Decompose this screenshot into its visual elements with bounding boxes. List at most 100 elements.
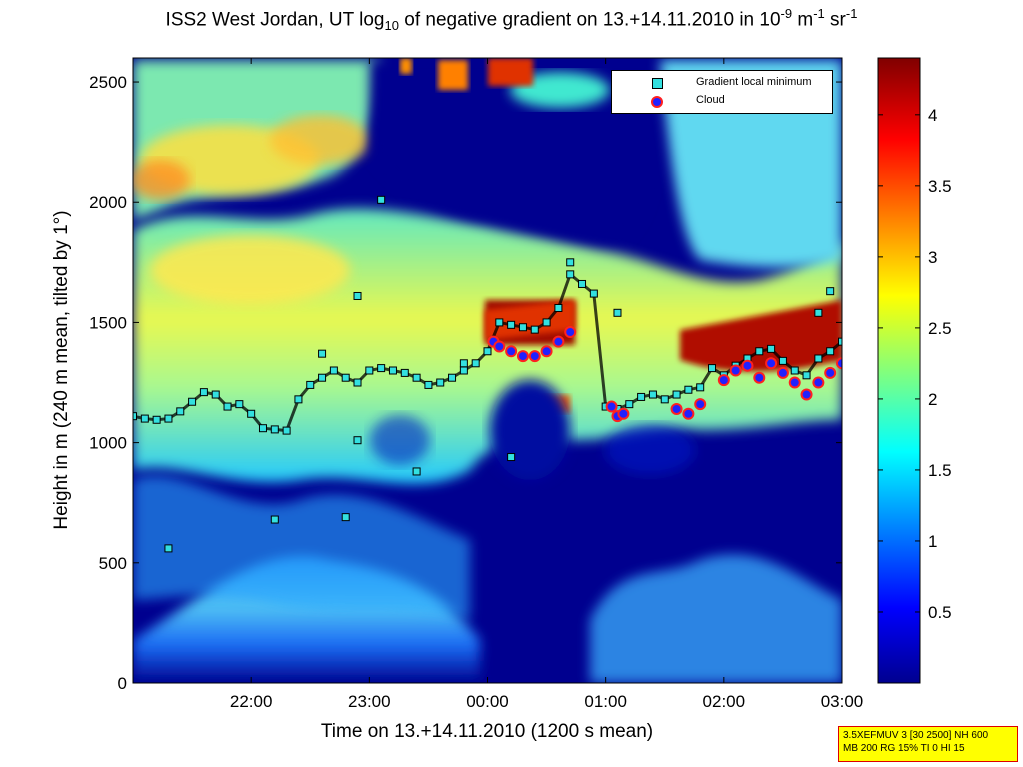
cloud-point — [729, 364, 742, 377]
colorbar-tick-label: 2.5 — [928, 319, 952, 338]
gradient-minimum-point — [648, 390, 657, 399]
gradient-minimum-point — [518, 323, 527, 332]
y-tick-label: 1500 — [89, 313, 127, 332]
gradient-minimum-point — [164, 544, 173, 553]
gradient-minimum-point — [436, 378, 445, 387]
cloud-point — [617, 407, 630, 420]
heatmap — [133, 58, 842, 683]
gradient-minimum-point — [341, 513, 350, 522]
cloud-point — [493, 340, 506, 353]
x-tick-label: 01:00 — [584, 692, 627, 711]
gradient-minimum-point — [306, 380, 315, 389]
y-tick-label: 500 — [99, 554, 127, 573]
legend-label-cloud: Cloud — [696, 94, 725, 106]
legend-label-gradient: Gradient local minimum — [696, 76, 812, 88]
gradient-minimum-point — [341, 373, 350, 382]
gradient-minimum-point — [199, 388, 208, 397]
cloud-point — [800, 388, 813, 401]
gradient-minimum-point — [140, 414, 149, 423]
colorbar-tick-label: 3 — [928, 248, 937, 267]
y-axis-label: Height in m (240 m mean, tilted by 1°) — [51, 210, 72, 529]
gradient-minimum-point — [377, 195, 386, 204]
cloud-point — [776, 366, 789, 379]
colorbar-tick-label: 1 — [928, 532, 937, 551]
gradient-minimum-point — [223, 402, 232, 411]
cloud-point — [753, 371, 766, 384]
gradient-minimum-point — [684, 385, 693, 394]
gradient-minimum-point — [826, 347, 835, 356]
gradient-minimum-point — [790, 366, 799, 375]
gradient-minimum-point — [767, 344, 776, 353]
gradient-minimum-point — [471, 359, 480, 368]
colorbar-tick-label: 0.5 — [928, 603, 952, 622]
cloud-point — [670, 402, 683, 415]
legend-item-cloud: Cloud — [612, 92, 832, 110]
x-tick-label: 02:00 — [703, 692, 746, 711]
y-tick-label: 0 — [118, 674, 127, 693]
gradient-minimum-point — [164, 414, 173, 423]
y-tick-label: 2000 — [89, 193, 127, 212]
gradient-minimum-point — [814, 354, 823, 363]
colorbar-tick-label: 1.5 — [928, 461, 952, 480]
cloud-point — [717, 374, 730, 387]
cloud-point — [836, 357, 842, 370]
parameter-info-box: 3.5XEFMUV 3 [30 2500] NH 600 MB 200 RG 1… — [838, 726, 1018, 762]
gradient-minimum-point — [530, 325, 539, 334]
gradient-minimum-point — [270, 425, 279, 434]
cloud-point — [516, 350, 529, 363]
gradient-minimum-point — [365, 366, 374, 375]
cloud-point — [540, 345, 553, 358]
info-line-2: MB 200 RG 15% TI 0 HI 15 — [843, 743, 965, 754]
square-marker-icon — [652, 78, 663, 89]
colorbar-tick-label: 3.5 — [928, 177, 952, 196]
gradient-minimum-point — [176, 407, 185, 416]
y-tick-label: 2500 — [89, 73, 127, 92]
gradient-minimum-point — [814, 308, 823, 317]
gradient-minimum-point — [329, 366, 338, 375]
gradient-minimum-point — [625, 400, 634, 409]
legend-item-gradient: Gradient local minimum — [612, 74, 832, 92]
circle-marker-icon — [651, 96, 663, 108]
y-axis: 0 500 1000 1500 2000 2500 — [89, 73, 842, 693]
gradient-minimum-point — [412, 467, 421, 476]
gradient-minimum-point — [708, 364, 717, 373]
gradient-minimum-point — [424, 380, 433, 389]
gradient-minimum-point — [566, 258, 575, 267]
gradient-minimum-point — [826, 287, 835, 296]
cloud-point — [788, 376, 801, 389]
gradient-minimum-point — [211, 390, 220, 399]
gradient-minimum-point — [353, 291, 362, 300]
cloud-point — [765, 357, 778, 370]
x-tick-label: 22:00 — [230, 692, 273, 711]
gradient-minimum-point — [318, 373, 327, 382]
gradient-minimum-point — [802, 371, 811, 380]
x-tick-label: 23:00 — [348, 692, 391, 711]
info-line-1: 3.5XEFMUV 3 [30 2500] NH 600 — [843, 730, 989, 741]
gradient-minimum-point — [353, 436, 362, 445]
cloud-point — [605, 400, 618, 413]
y-tick-label: 1000 — [89, 434, 127, 453]
gradient-minimum-point — [578, 279, 587, 288]
gradient-minimum-point — [637, 392, 646, 401]
colorbar-tick-label: 2 — [928, 390, 937, 409]
cloud-point — [682, 407, 695, 420]
colorbar-axis: 0.5 1 1.5 2 2.5 3 3.5 4 — [878, 106, 952, 622]
gradient-minimum-point — [660, 395, 669, 404]
gradient-minimum-point — [448, 373, 457, 382]
gradient-minimum-point — [696, 383, 705, 392]
gradient-minimum-point — [755, 347, 764, 356]
gradient-minimum-point — [188, 397, 197, 406]
gradient-minimum-point — [554, 304, 563, 312]
gradient-minimum-point — [495, 318, 504, 327]
gradient-minimum-point — [400, 368, 409, 377]
gradient-minimum-point — [270, 515, 279, 524]
cloud-point — [741, 359, 754, 372]
gradient-minimum-point — [247, 409, 256, 418]
x-axis-label: Time on 13.+14.11.2010 (1200 s mean) — [321, 721, 653, 742]
gradient-minimum-point — [778, 356, 787, 365]
chart-title: ISS2 West Jordan, UT log10 of negative g… — [165, 6, 858, 34]
gradient-minimum-point — [459, 359, 468, 368]
gradient-minimum-point — [412, 373, 421, 382]
gradient-minimum-point — [282, 426, 291, 435]
gradient-minimum-point — [377, 364, 386, 373]
